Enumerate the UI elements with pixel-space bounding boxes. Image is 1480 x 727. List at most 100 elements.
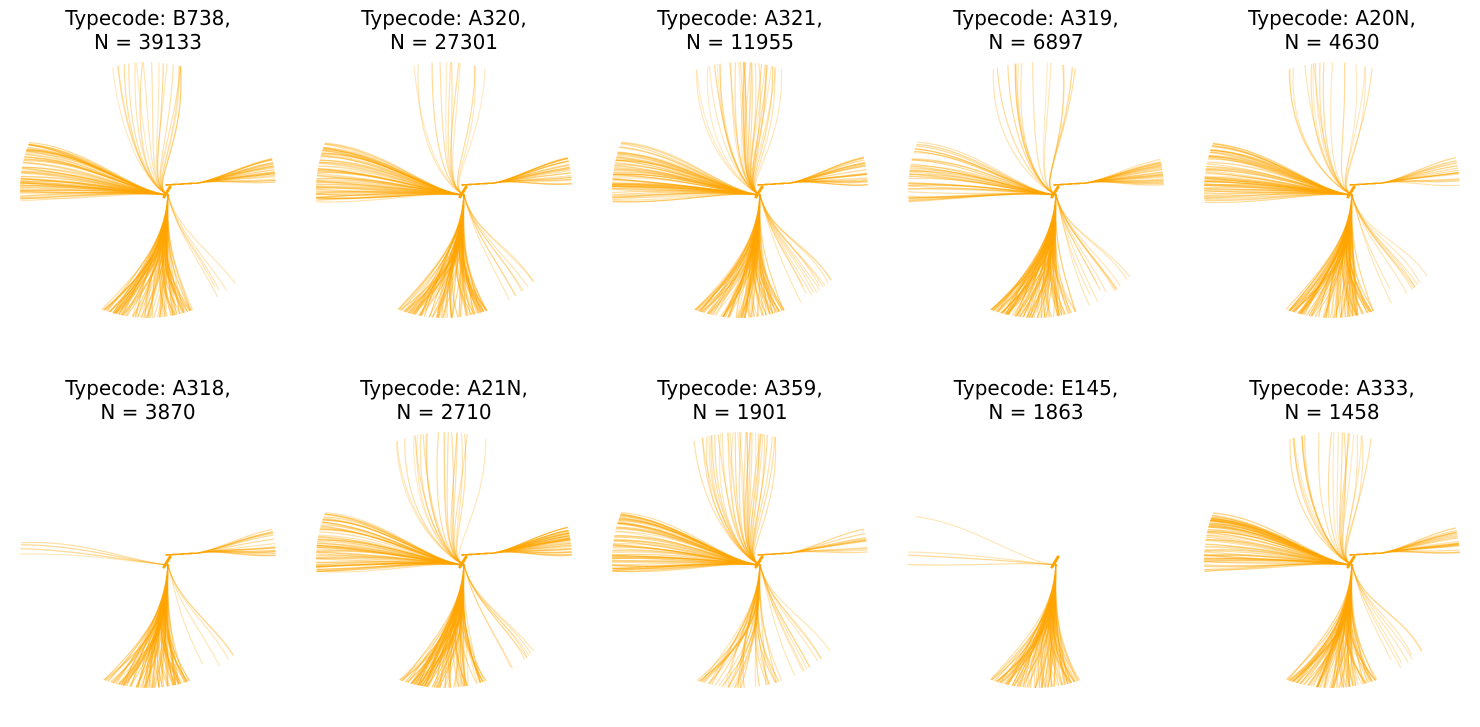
trajectory-west — [1204, 169, 1353, 196]
trajectory-south — [726, 194, 761, 318]
trajectory-east — [1349, 163, 1460, 186]
trajectory-east — [461, 176, 572, 186]
trajectory-south — [444, 194, 465, 318]
trajectory-panel-a333: Typecode: A333, N = 1458 — [1184, 370, 1480, 727]
trajectory-west — [612, 519, 761, 566]
trajectory-south — [1288, 564, 1353, 688]
trajectory-east — [165, 172, 276, 186]
trajectory-south — [1021, 194, 1057, 318]
trajectory-south — [1343, 194, 1353, 318]
trajectory-north — [708, 62, 761, 196]
trajectory-south — [737, 194, 761, 318]
trajectory-west — [612, 554, 761, 566]
trajectory-south — [144, 564, 169, 688]
trajectory-west — [612, 511, 761, 566]
trajectory-north — [752, 432, 765, 566]
trajectory-west — [612, 173, 761, 196]
trajectory-south — [992, 194, 1057, 318]
trajectory-south — [755, 194, 774, 318]
trajectory-north — [159, 62, 175, 196]
trajectory-east — [1053, 159, 1164, 186]
trajectory-southeast — [759, 564, 798, 681]
trajectory-west — [1204, 141, 1353, 196]
trajectory-west — [1204, 518, 1353, 566]
trajectory-south — [163, 564, 169, 688]
trajectory-north — [751, 432, 761, 566]
trajectory-east — [461, 165, 572, 186]
trajectory-south — [462, 194, 475, 318]
trajectory-east — [165, 163, 276, 186]
trajectory-south — [156, 194, 169, 318]
trajectory-west — [316, 557, 465, 566]
trajectory-north — [730, 432, 761, 566]
trajectory-east — [1349, 542, 1460, 556]
trajectory-south — [158, 564, 172, 688]
trajectory-south — [446, 194, 465, 318]
trajectory-north — [1289, 62, 1353, 196]
trajectory-south — [981, 194, 1057, 318]
trajectory-south — [165, 564, 189, 688]
trajectory-southeast — [1351, 194, 1417, 291]
trajectory-south — [726, 564, 761, 688]
trajectory-south — [1280, 194, 1353, 318]
trajectory-south — [711, 564, 761, 688]
trajectory-south — [741, 194, 761, 318]
trajectory-west — [316, 182, 465, 196]
trajectory-west — [1204, 151, 1353, 196]
trajectory-south — [722, 194, 761, 318]
trajectory-south — [1049, 564, 1082, 688]
trajectory-south — [1045, 564, 1061, 688]
trajectory-south — [115, 194, 169, 318]
trajectory-south — [1284, 564, 1353, 688]
trajectory-south — [1308, 194, 1353, 318]
trajectory-south — [452, 564, 465, 688]
trajectory-north — [706, 62, 761, 196]
trajectory-south — [410, 194, 465, 318]
panel-title-typecode: Typecode: A20N, — [1248, 6, 1416, 30]
trajectory-west — [908, 143, 1057, 196]
trajectory-west — [612, 555, 761, 566]
trajectory-west — [612, 141, 761, 196]
trajectory-south — [108, 194, 169, 318]
trajectory-north — [1319, 62, 1353, 196]
trajectory-south — [1307, 194, 1353, 318]
trajectory-south — [1004, 194, 1057, 318]
trajectory-west — [316, 562, 465, 566]
trajectory-west — [20, 182, 169, 196]
trajectory-south — [161, 194, 177, 318]
trajectory-south — [1296, 194, 1353, 318]
trajectory-west — [316, 142, 465, 196]
trajectory-west — [1204, 549, 1353, 566]
trajectory-west — [612, 166, 761, 196]
trajectory-south — [1034, 564, 1057, 688]
trajectory-west — [612, 141, 761, 196]
trajectory-west — [1204, 183, 1353, 196]
trajectory-west — [1204, 560, 1353, 566]
trajectory-south — [1021, 194, 1057, 318]
trajectory-south — [107, 194, 169, 318]
trajectory-south — [165, 564, 197, 688]
trajectory-south — [1330, 564, 1353, 688]
trajectory-north — [1344, 432, 1359, 566]
trajectory-south — [1053, 564, 1057, 688]
trajectory-east — [165, 177, 276, 186]
trajectory-west — [612, 193, 761, 203]
trajectory-north — [161, 62, 182, 196]
trajectory-east — [757, 526, 868, 556]
trajectory-south — [462, 194, 484, 318]
trajectory-west — [612, 513, 761, 566]
trajectory-west — [316, 531, 465, 566]
trajectory-east — [1053, 173, 1164, 186]
trajectory-west — [316, 554, 465, 566]
trajectory-south — [167, 194, 196, 318]
trajectory-plot — [316, 62, 572, 318]
trajectory-south — [162, 194, 176, 318]
trajectory-south — [1021, 194, 1057, 318]
trajectory-south — [389, 194, 465, 318]
trajectory-west — [20, 153, 169, 196]
trajectory-west — [612, 177, 761, 196]
trajectory-south — [460, 194, 489, 318]
trajectory-east — [165, 171, 276, 186]
trajectory-south — [1350, 194, 1359, 318]
trajectory-west — [316, 520, 465, 566]
